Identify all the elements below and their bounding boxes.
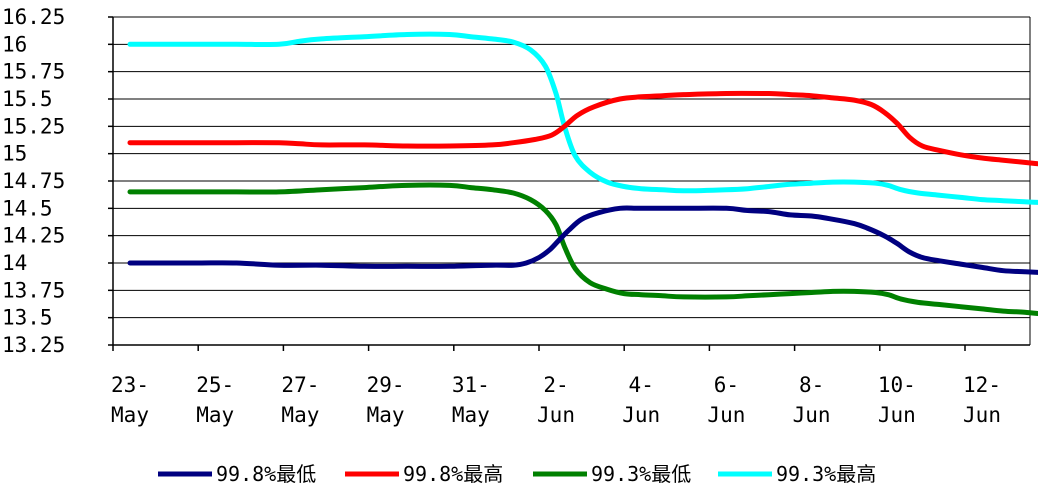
- x-tick-label-month-5: Jun: [537, 403, 575, 427]
- x-tick-label-month-10: Jun: [963, 403, 1001, 427]
- y-tick-label-9: 14: [2, 251, 27, 275]
- y-tick-label-8: 14.25: [2, 224, 65, 248]
- y-tick-label-12: 13.25: [2, 333, 65, 357]
- x-tick-label-day-2: 27-: [281, 373, 319, 397]
- x-tick-label-month-2: May: [281, 403, 319, 427]
- x-tick-label-month-3: May: [367, 403, 405, 427]
- x-tick-label-day-9: 10-: [878, 373, 916, 397]
- y-tick-label-1: 16: [2, 32, 27, 56]
- y-tick-label-3: 15.5: [2, 87, 53, 111]
- y-tick-label-2: 15.75: [2, 60, 65, 84]
- series-line-0: [127, 205, 1038, 275]
- x-tick-label-month-6: Jun: [622, 403, 660, 427]
- x-tick-label-day-10: 12-: [963, 373, 1001, 397]
- x-tick-label-day-4: 31-: [452, 373, 490, 397]
- x-tick-label-day-8: 8-: [799, 373, 824, 397]
- legend: 99.8%最低 99.8%最高 99.3%最低 99.3%最高: [158, 462, 876, 486]
- series-line-2: [127, 182, 1038, 317]
- x-tick-label-day-3: 29-: [367, 373, 405, 397]
- x-tick-label-month-9: Jun: [878, 403, 916, 427]
- legend-label-0: 99.8%最低: [216, 462, 316, 486]
- legend-label-2: 99.3%最低: [591, 462, 691, 486]
- x-tick-label-day-0: 23-: [111, 373, 149, 397]
- y-tick-label-10: 13.75: [2, 278, 65, 302]
- y-tick-label-6: 14.75: [2, 169, 65, 193]
- x-tick-label-day-5: 2-: [543, 373, 568, 397]
- series-line-1: [127, 90, 1038, 167]
- y-tick-label-5: 15: [2, 142, 27, 166]
- y-tick-label-0: 16.25: [2, 5, 65, 29]
- x-tick-label-month-8: Jun: [793, 403, 831, 427]
- y-axis-ticks: 16.25 16 15.75 15.5 15.25 15 14.75 14.5 14.25 14 1…: [2, 5, 113, 357]
- x-tick-label-day-6: 4-: [629, 373, 654, 397]
- legend-label-1: 99.8%最高: [403, 462, 503, 486]
- y-tick-label-4: 15.25: [2, 114, 65, 138]
- series-lines: [127, 31, 1038, 317]
- series-line-3: [127, 31, 1038, 205]
- legend-label-3: 99.3%最高: [776, 462, 876, 486]
- x-tick-label-day-7: 6-: [714, 373, 739, 397]
- x-tick-label-month-4: May: [452, 403, 490, 427]
- x-tick-label-month-0: May: [111, 403, 149, 427]
- x-axis-ticks: 23- May 25- May 27- May 29- May 31- May 2- Jun 4- Jun…: [111, 345, 1001, 427]
- x-tick-label-month-1: May: [196, 403, 234, 427]
- x-tick-label-day-1: 25-: [196, 373, 234, 397]
- y-tick-label-11: 13.5: [2, 306, 53, 330]
- y-tick-label-7: 14.5: [2, 196, 53, 220]
- x-tick-label-month-7: Jun: [707, 403, 745, 427]
